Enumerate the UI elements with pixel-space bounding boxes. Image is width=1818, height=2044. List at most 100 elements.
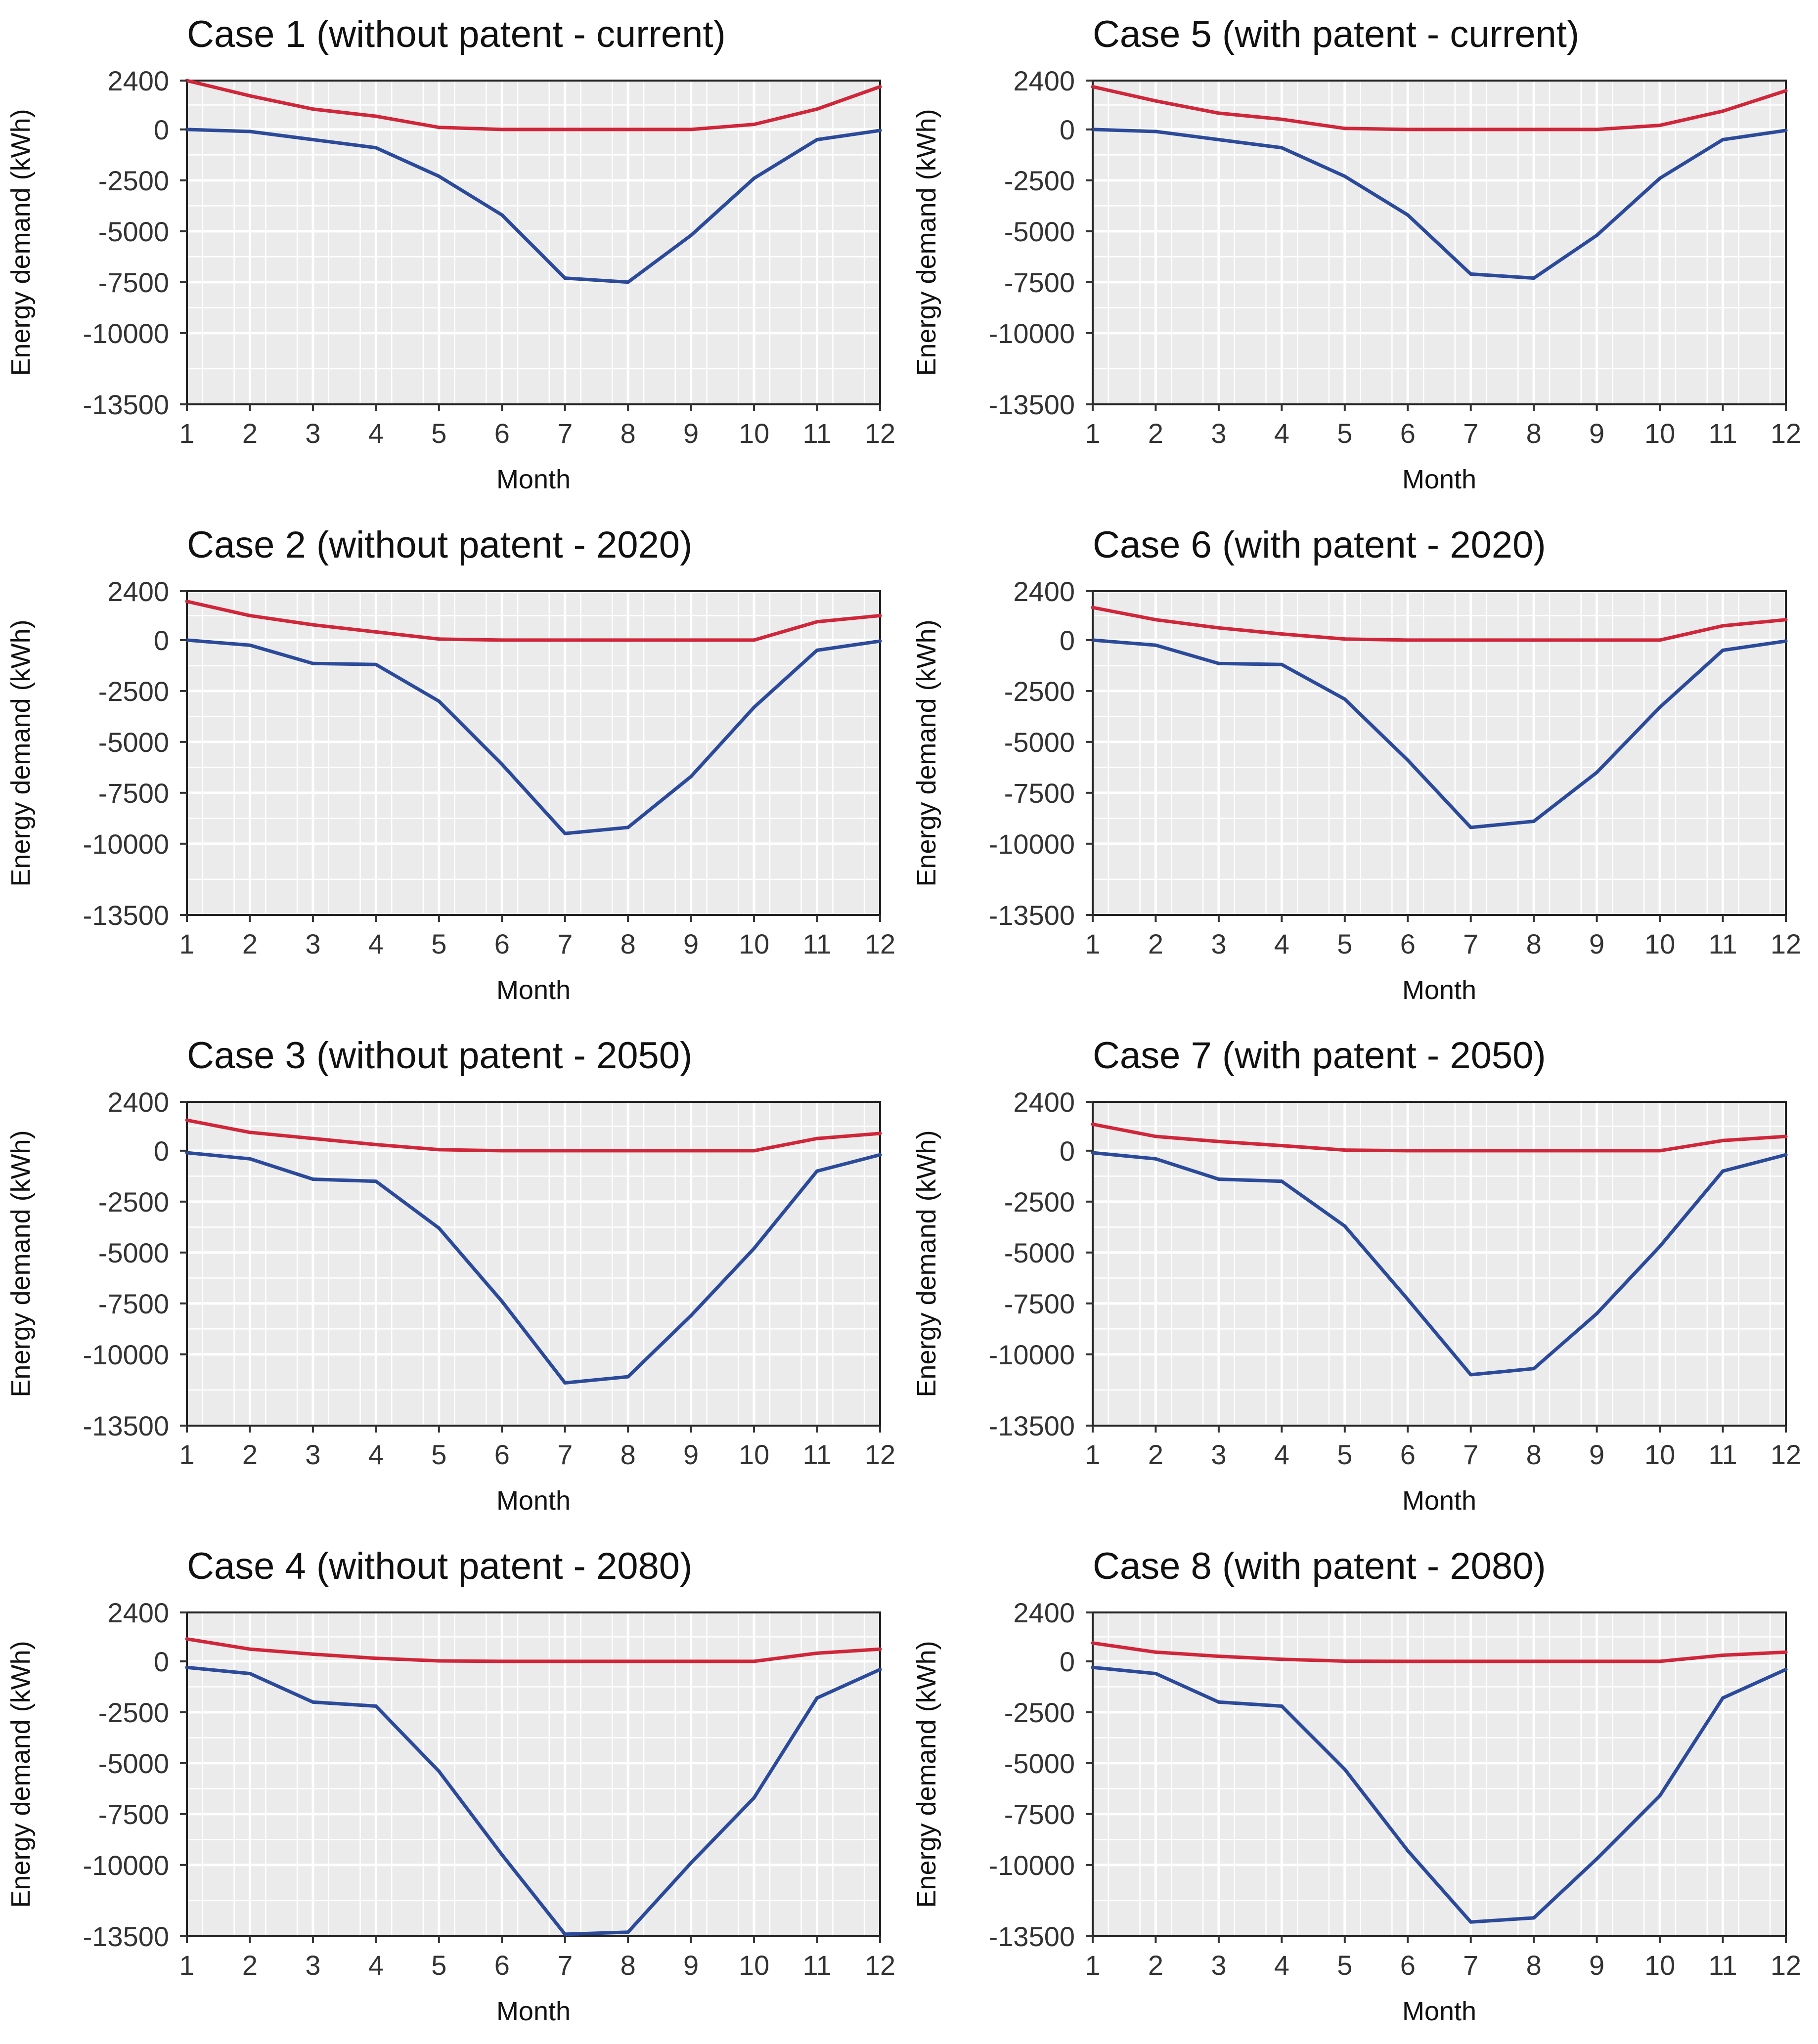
y-axis-label: Energy demand (kWh): [6, 619, 36, 886]
plot-border: [1092, 80, 1787, 405]
y-tick-label: -5000: [98, 1748, 169, 1779]
data-point-heating: [878, 1647, 882, 1651]
data-point-cooling: [437, 699, 441, 703]
data-point-cooling: [752, 1247, 756, 1251]
data-point-heating: [1406, 1149, 1410, 1153]
data-point-heating: [1091, 1641, 1095, 1645]
x-tick-label: 5: [431, 928, 446, 959]
y-tick-label: -13500: [989, 389, 1075, 420]
data-point-cooling: [437, 1226, 441, 1230]
plot-border: [1092, 1101, 1787, 1427]
y-tick-label: 0: [1060, 625, 1075, 656]
y-tick-label: -2500: [1004, 1186, 1075, 1218]
x-tick-label: 2: [1148, 928, 1163, 959]
x-tick-label: 2: [1148, 1439, 1163, 1470]
data-point-cooling: [689, 775, 693, 779]
x-tick-label: 9: [1589, 418, 1604, 449]
plot-border: [1092, 590, 1787, 916]
x-tick-label: 11: [1708, 418, 1737, 449]
x-tick-label: 5: [1337, 1439, 1352, 1470]
x-tick-label: 6: [494, 1950, 510, 1981]
y-tick-label: 2400: [1013, 1597, 1075, 1628]
data-point-heating: [626, 128, 630, 131]
data-point-cooling: [1658, 1794, 1662, 1798]
data-point-cooling: [437, 1769, 441, 1773]
data-point-cooling: [626, 826, 630, 829]
x-tick-label: 3: [305, 928, 320, 959]
x-tick-label: 11: [1708, 1439, 1737, 1470]
data-point-heating: [1658, 124, 1662, 128]
data-point-cooling: [1469, 1373, 1473, 1377]
data-point-cooling: [1721, 137, 1725, 141]
y-tick-label: 0: [154, 1135, 169, 1167]
data-point-heating: [1153, 99, 1157, 103]
data-point-heating: [563, 128, 567, 131]
x-tick-label: 8: [621, 928, 636, 959]
y-tick-label: -13500: [989, 1921, 1075, 1952]
data-point-heating: [689, 1659, 693, 1663]
plot-background: [1093, 1612, 1786, 1936]
data-point-cooling: [752, 1796, 756, 1800]
x-tick-label: 1: [1085, 418, 1100, 449]
series-line-heating: [1091, 85, 1788, 131]
x-tick-label: 9: [1589, 928, 1604, 959]
data-point-heating: [878, 613, 882, 617]
series-line-cooling: [185, 1665, 882, 1936]
y-tick-label: -2500: [98, 165, 169, 196]
data-point-heating: [1343, 637, 1347, 641]
data-point-heating: [1343, 127, 1347, 130]
data-point-heating: [815, 1651, 819, 1655]
y-tick-label: -5000: [98, 1237, 169, 1268]
data-point-cooling: [500, 762, 504, 766]
x-tick-label: 8: [1526, 418, 1542, 449]
data-point-cooling: [185, 1665, 189, 1669]
data-point-heating: [752, 123, 756, 127]
data-point-cooling: [1343, 1767, 1347, 1771]
data-point-cooling: [500, 213, 504, 217]
data-point-heating: [1721, 624, 1725, 628]
x-tick-label: 1: [179, 418, 194, 449]
chart-title: Case 3 (without patent - 2050): [187, 1035, 692, 1077]
data-point-cooling: [1532, 276, 1536, 280]
y-tick-label: 2400: [107, 65, 169, 96]
data-point-cooling: [689, 1861, 693, 1865]
x-tick-label: 7: [1463, 928, 1478, 959]
data-point-heating: [500, 638, 504, 642]
data-point-cooling: [1784, 1667, 1788, 1671]
data-point-heating: [1153, 1650, 1157, 1654]
x-tick-label: 10: [1644, 1950, 1675, 1981]
y-tick-label: -7500: [1004, 778, 1075, 809]
data-point-heating: [248, 1131, 252, 1134]
data-point-heating: [815, 107, 819, 111]
y-tick-label: -2500: [1004, 1697, 1075, 1728]
data-point-heating: [1406, 1659, 1410, 1663]
data-point-heating: [1091, 1122, 1095, 1126]
data-point-cooling: [437, 174, 441, 178]
x-tick-label: 7: [1463, 1439, 1478, 1470]
x-axis-label: Month: [1402, 1486, 1476, 1516]
y-tick-label: 2400: [107, 1597, 169, 1628]
data-point-heating: [1217, 626, 1221, 630]
x-tick-label: 7: [1463, 1950, 1478, 1981]
y-tick-label: -10000: [989, 828, 1075, 860]
data-point-heating: [815, 1136, 819, 1140]
x-tick-label: 5: [1337, 928, 1352, 959]
data-point-cooling: [1153, 1672, 1157, 1676]
series-line-cooling: [1091, 128, 1788, 280]
data-point-cooling: [1784, 639, 1788, 643]
y-tick-label: -10000: [83, 1850, 169, 1881]
data-point-cooling: [1658, 176, 1662, 180]
x-tick-label: 10: [739, 928, 769, 959]
y-tick-label: 0: [154, 114, 169, 145]
chart-title: Case 8 (with patent - 2080): [1093, 1545, 1546, 1587]
y-tick-label: -13500: [83, 1410, 169, 1441]
data-point-cooling: [374, 1179, 378, 1183]
y-tick-label: 2400: [107, 576, 169, 607]
y-tick-label: 2400: [1013, 1087, 1075, 1118]
x-tick-label: 3: [305, 1950, 320, 1981]
y-tick-label: 0: [154, 625, 169, 656]
data-point-heating: [1280, 1657, 1284, 1661]
x-tick-label: 3: [1211, 928, 1226, 959]
series-line-heating: [185, 1118, 882, 1153]
